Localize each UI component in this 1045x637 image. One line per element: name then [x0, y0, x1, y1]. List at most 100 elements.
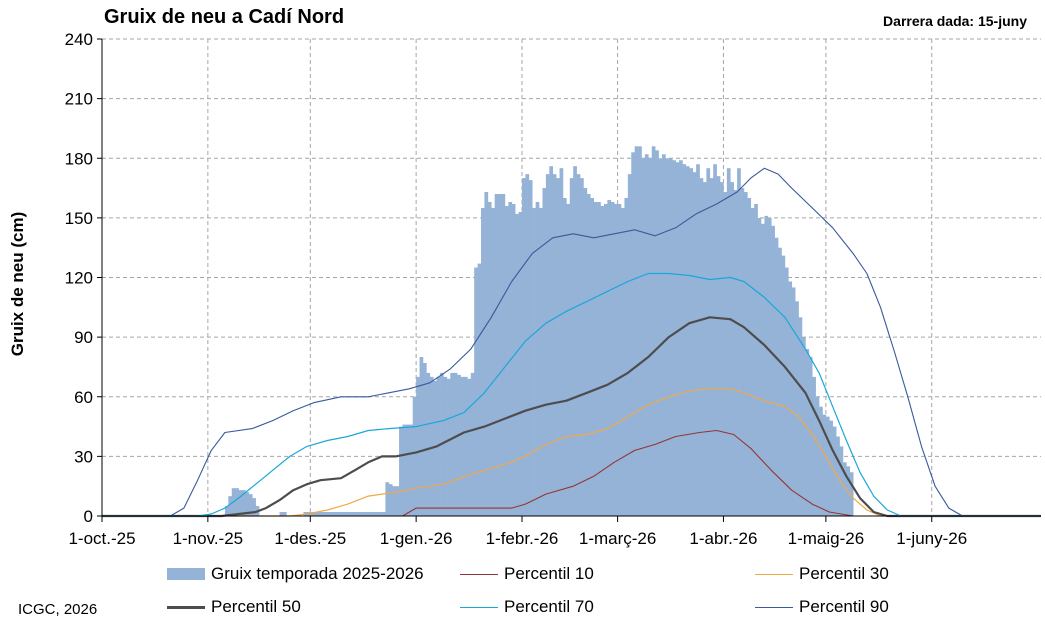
snow-bar: [651, 146, 656, 516]
legend-swatch-p50: [167, 605, 205, 609]
snow-bar: [706, 168, 711, 516]
snow-bar: [562, 198, 567, 516]
snow-bar: [429, 376, 434, 516]
snow-bar: [648, 158, 653, 516]
snow-bar: [757, 217, 762, 516]
snow-bar: [634, 146, 639, 516]
snow-bar: [402, 424, 407, 516]
snow-bar: [689, 168, 694, 516]
snow-bar: [539, 207, 543, 516]
snow-bar: [412, 396, 417, 516]
snow-bar: [726, 168, 731, 516]
snow-bar: [788, 281, 793, 516]
y-tick-label: 90: [74, 328, 93, 347]
legend-item-p70: Percentil 70: [460, 597, 594, 617]
snow-bar: [597, 201, 601, 516]
legend-item-bars: Gruix temporada 2025-2026: [167, 564, 424, 584]
snow-bar: [839, 446, 844, 516]
legend-item-p30: Percentil 30: [755, 564, 889, 584]
snow-bar: [279, 512, 284, 516]
snow-bar: [812, 376, 816, 516]
snow-bar: [798, 317, 803, 516]
snow-bar: [521, 178, 526, 516]
snow-bar: [685, 166, 690, 516]
snow-bar: [395, 486, 400, 516]
snow-bar: [525, 174, 530, 516]
snow-bar: [422, 362, 427, 516]
snow-bar: [750, 207, 755, 516]
snow-bar: [416, 376, 420, 516]
snow-bar: [446, 378, 451, 516]
legend-label-p70: Percentil 70: [504, 597, 594, 616]
y-tick-label: 150: [65, 209, 93, 228]
snow-bar: [849, 472, 854, 516]
snow-bar: [494, 194, 499, 516]
snow-bar: [545, 174, 550, 516]
x-tick-label: 1-maig-26: [788, 529, 865, 548]
snow-bar: [375, 512, 379, 516]
series-line-p50: [102, 316, 1041, 518]
snow-bar: [344, 512, 349, 516]
snow-bar: [511, 203, 516, 516]
snow-bar: [241, 490, 246, 516]
x-tick-label: 1-des.-25: [274, 529, 346, 548]
snow-bar: [675, 162, 680, 516]
snow-bar: [433, 380, 437, 516]
snow-bar: [474, 267, 478, 516]
snow-bar: [528, 180, 533, 517]
snow-bar: [460, 376, 465, 516]
snow-bar: [392, 486, 396, 516]
snow-bar: [737, 168, 741, 516]
snow-bar: [224, 506, 229, 516]
snow-bar: [696, 164, 700, 516]
snow-bar: [467, 378, 472, 516]
snow-bar: [784, 267, 789, 516]
snow-bar: [767, 217, 772, 516]
snow-bar: [610, 201, 615, 516]
snow-bar: [576, 174, 581, 516]
credit-text: ICGC, 2026: [18, 601, 98, 618]
snow-bar: [781, 255, 786, 516]
snow-bar: [388, 484, 393, 516]
snow-bar: [593, 201, 598, 516]
legend-swatch-p90: [755, 606, 793, 608]
snow-bar: [361, 512, 366, 516]
snow-bar: [624, 198, 629, 516]
snow-bar: [518, 211, 523, 516]
snow-bar: [334, 512, 338, 516]
snow-bar: [815, 396, 820, 516]
snow-bar: [354, 512, 359, 516]
snow-bar: [368, 512, 373, 516]
snow-bar: [699, 178, 704, 516]
snow-bar: [805, 349, 810, 516]
snow-bar: [774, 237, 779, 516]
snow-bar: [385, 482, 390, 516]
snow-bar: [723, 192, 728, 516]
snow-bar: [631, 152, 635, 516]
snow-bar: [586, 194, 591, 516]
snow-bar: [238, 490, 243, 516]
snow-bar: [682, 164, 687, 516]
snow-bar: [463, 376, 468, 516]
snow-bar: [381, 512, 386, 516]
snow-bar: [829, 420, 834, 516]
snow-bar: [481, 207, 485, 516]
y-tick-label: 180: [65, 149, 93, 168]
snow-bar: [313, 512, 318, 516]
snow-bar: [771, 225, 775, 516]
snow-bar: [556, 178, 560, 516]
legend-label-bars: Gruix temporada 2025-2026: [211, 564, 424, 583]
snow-bar: [638, 146, 642, 516]
snow-bar: [836, 436, 840, 516]
y-axis-label: Gruix de neu (cm): [8, 211, 27, 357]
series-line-p10: [102, 429, 1041, 517]
snow-bar: [658, 158, 663, 516]
snow-bar: [747, 198, 752, 516]
snow-bar: [371, 512, 376, 516]
snow-bar: [754, 203, 758, 516]
legend-label-p30: Percentil 30: [799, 564, 889, 583]
snow-bar: [364, 512, 369, 516]
snow-bar: [491, 207, 495, 516]
snow-bar: [310, 512, 315, 516]
